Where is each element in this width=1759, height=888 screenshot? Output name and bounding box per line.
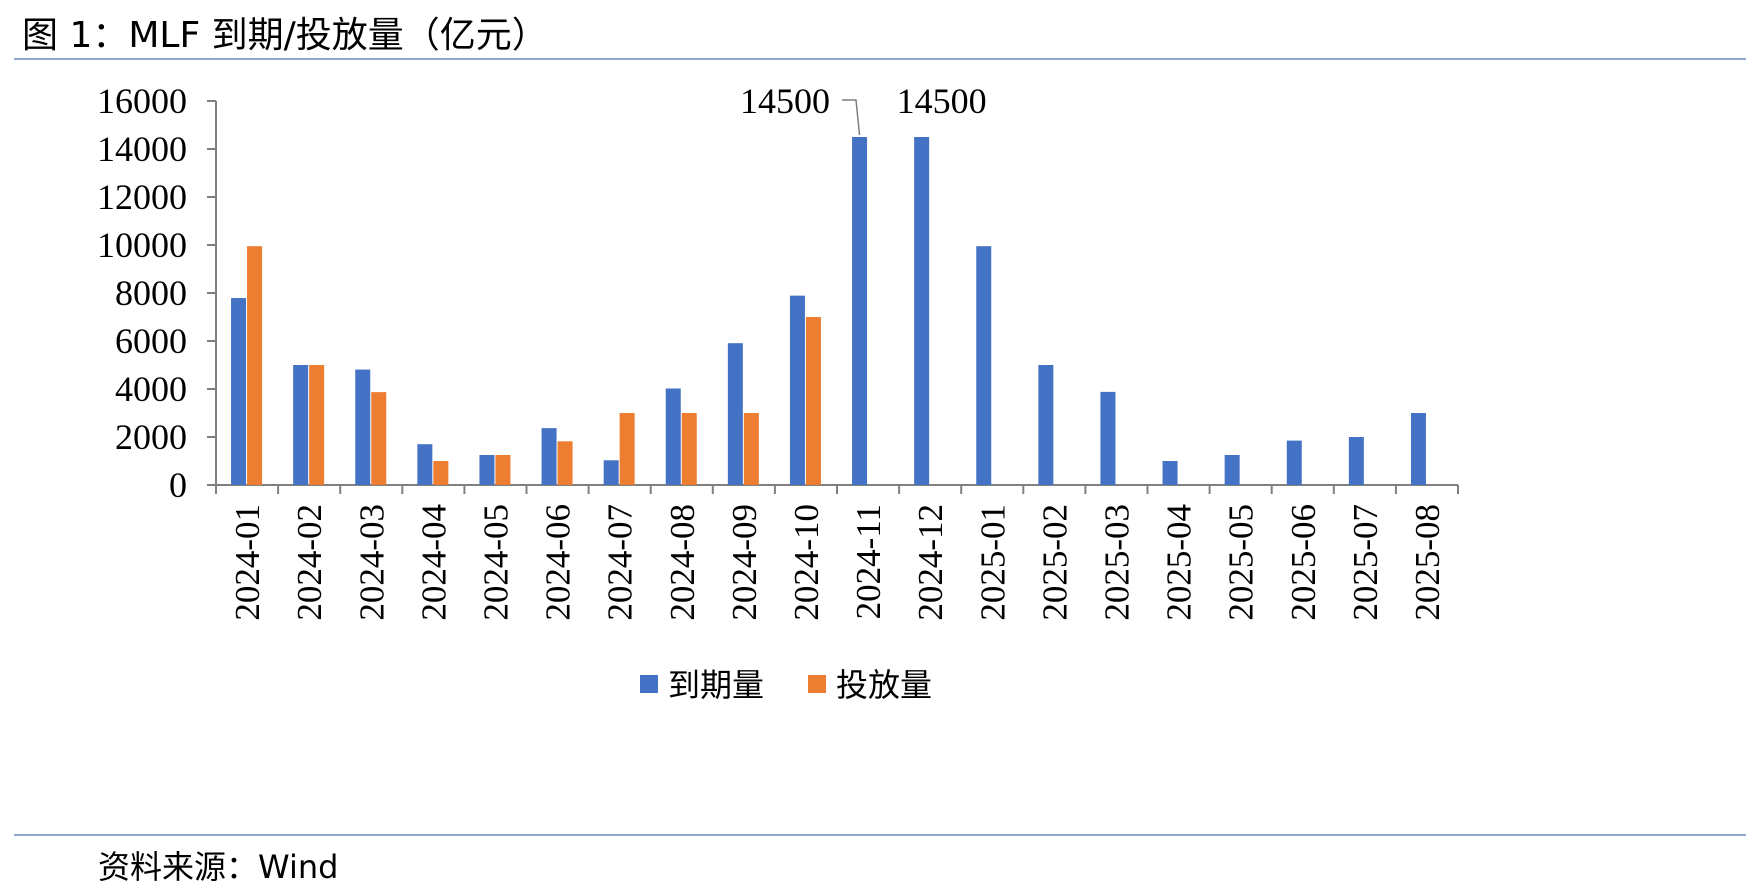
x-tick-label: 2025-08	[1408, 504, 1447, 621]
y-tick-label: 12000	[97, 177, 187, 217]
maturity-bar	[1286, 440, 1302, 485]
x-tick-label: 2025-07	[1346, 504, 1385, 621]
source-note: 资料来源：Wind	[98, 848, 339, 886]
legend-swatch	[640, 675, 658, 693]
maturity-bar	[1038, 365, 1054, 485]
x-tick-label: 2025-05	[1222, 504, 1261, 621]
y-tick-label: 2000	[115, 417, 187, 457]
data-label-leader	[842, 99, 861, 136]
maturity-bar	[603, 460, 619, 485]
legend-label: 投放量	[836, 666, 932, 704]
x-tick-label: 2024-12	[911, 504, 950, 621]
maturity-bar	[727, 343, 743, 485]
issuance-bar	[247, 246, 263, 485]
x-tick-label: 2024-08	[663, 504, 702, 621]
x-tick-label: 2025-02	[1035, 504, 1074, 621]
maturity-bar	[479, 455, 495, 485]
x-tick-label: 2024-11	[849, 504, 888, 619]
title-divider	[14, 58, 1746, 60]
data-label: 14500	[740, 81, 830, 121]
y-tick-label: 6000	[115, 321, 187, 361]
x-tick-label: 2024-04	[414, 504, 453, 621]
maturity-bar	[1348, 437, 1364, 485]
maturity-bar	[355, 369, 371, 485]
y-tick-label: 8000	[115, 273, 187, 313]
maturity-bar	[976, 246, 992, 485]
maturity-bar	[1224, 455, 1240, 485]
maturity-bar	[914, 137, 930, 485]
issuance-bar	[619, 413, 635, 485]
y-tick-label: 16000	[97, 81, 187, 121]
maturity-bar	[1162, 461, 1178, 485]
issuance-bar	[371, 392, 387, 485]
x-tick-label: 2024-07	[601, 504, 640, 621]
x-tick-label: 2024-02	[290, 504, 329, 621]
y-tick-label: 10000	[97, 225, 187, 265]
x-tick-label: 2025-03	[1097, 504, 1136, 621]
y-tick-label: 14000	[97, 129, 187, 169]
maturity-bar	[293, 365, 309, 485]
maturity-bar	[417, 444, 433, 485]
issuance-bar	[495, 455, 511, 485]
maturity-bar	[1100, 391, 1116, 485]
x-tick-label: 2024-03	[352, 504, 391, 621]
issuance-bar	[681, 413, 697, 485]
footer-divider	[14, 834, 1746, 836]
data-label: 14500	[897, 81, 987, 121]
legend-label: 到期量	[668, 666, 764, 704]
maturity-bar	[231, 298, 247, 485]
x-tick-label: 2024-01	[228, 504, 267, 621]
y-tick-label: 0	[169, 465, 187, 505]
issuance-bar	[309, 365, 325, 485]
maturity-bar	[852, 137, 868, 485]
x-tick-label: 2024-10	[787, 504, 826, 621]
x-tick-label: 2024-09	[725, 504, 764, 621]
issuance-bar	[433, 461, 449, 485]
maturity-bar	[1410, 413, 1426, 485]
issuance-bar	[557, 441, 573, 485]
y-tick-label: 4000	[115, 369, 187, 409]
x-tick-label: 2025-01	[973, 504, 1012, 621]
figure-title: 图 1：MLF 到期/投放量（亿元）	[22, 15, 548, 56]
x-tick-label: 2024-06	[539, 504, 578, 621]
x-tick-label: 2025-06	[1284, 504, 1323, 621]
issuance-bar	[805, 317, 821, 485]
mlf-bar-chart: 0 2000 4000 6000 8000 10000 12000 14000 16000 202…	[97, 81, 1459, 704]
maturity-bar	[665, 388, 681, 485]
maturity-bar	[541, 428, 557, 485]
legend-swatch	[808, 675, 826, 693]
maturity-bar	[789, 295, 805, 485]
issuance-bar	[743, 413, 759, 485]
x-tick-label: 2024-05	[476, 504, 515, 621]
x-tick-label: 2025-04	[1160, 504, 1199, 621]
